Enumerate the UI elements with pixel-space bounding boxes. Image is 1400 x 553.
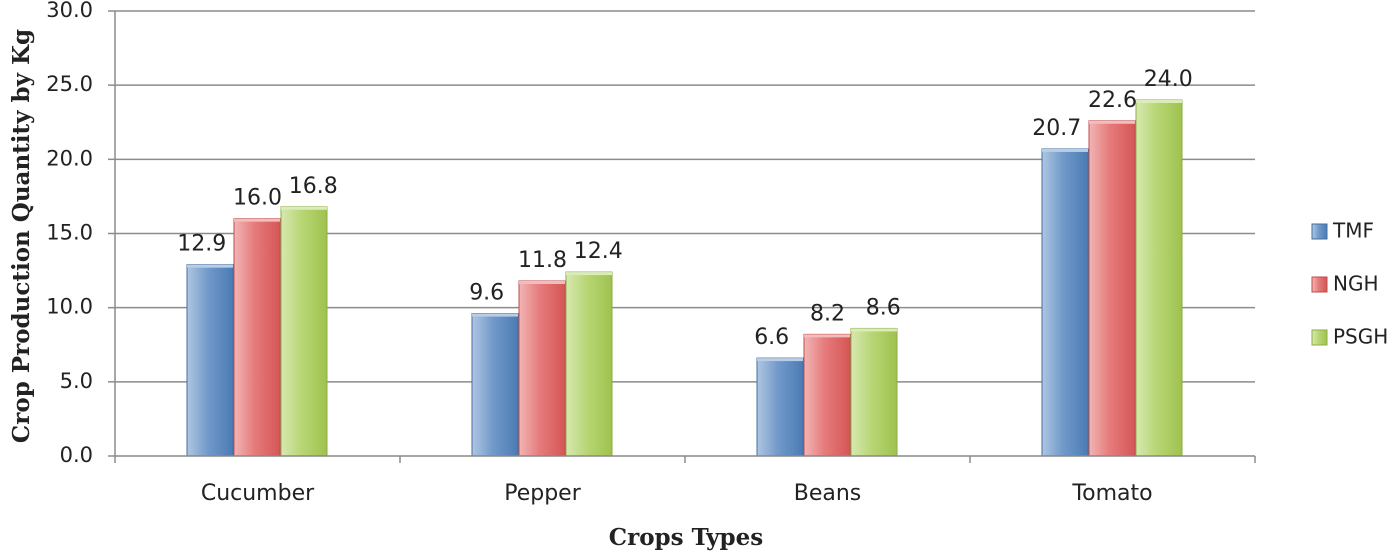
- legend-label-tmf: TMF: [1332, 219, 1374, 243]
- data-label-psgh-cucumber: 16.8: [289, 174, 338, 199]
- legend-swatch-psgh: [1311, 329, 1328, 346]
- data-label-tmf-beans: 6.6: [754, 325, 789, 350]
- data-label-psgh-beans: 8.6: [866, 295, 901, 320]
- y-tick-label: 0.0: [60, 443, 93, 467]
- legend-item-tmf: TMF: [1311, 219, 1374, 243]
- bar-cap: [519, 280, 565, 284]
- bar-psgh-pepper: [565, 271, 613, 457]
- bar-ngh-pepper: [518, 280, 566, 457]
- y-tick-label: 15.0: [46, 221, 93, 245]
- y-tick-label: 25.0: [46, 72, 93, 96]
- x-tick-label-beans: Beans: [794, 481, 862, 506]
- y-tick-label: 5.0: [60, 369, 93, 393]
- bar-tmf-tomato: [1041, 148, 1089, 457]
- y-tick-label: 20.0: [46, 146, 93, 170]
- bar-cap: [1042, 148, 1088, 152]
- bar-cap: [281, 206, 327, 210]
- bar-cap: [1136, 100, 1182, 103]
- bar-cap: [234, 218, 280, 222]
- bar-cap: [757, 358, 803, 362]
- data-label-ngh-beans: 8.2: [810, 301, 845, 326]
- data-label-tmf-tomato: 20.7: [1032, 116, 1081, 141]
- data-label-ngh-cucumber: 16.0: [233, 186, 282, 211]
- data-label-psgh-tomato: 24.0: [1144, 67, 1193, 92]
- x-tick-label-tomato: Tomato: [1071, 481, 1152, 506]
- y-tick-label: 30.0: [46, 0, 93, 22]
- x-tick-label-cucumber: Cucumber: [201, 481, 315, 506]
- bar-psgh-cucumber: [280, 206, 328, 457]
- bar-tmf-beans: [756, 357, 804, 457]
- bar-ngh-cucumber: [233, 218, 281, 457]
- bar-psgh-tomato: [1135, 99, 1183, 457]
- data-label-ngh-pepper: 11.8: [518, 248, 567, 273]
- data-labels: 12.9 16.0 16.8 9.6 11.8 12.4 6.6 8.2 8.6 20.7 22.6…: [177, 67, 1193, 350]
- y-tick-label: 10.0: [46, 295, 93, 319]
- bar-cap: [1089, 120, 1135, 124]
- legend: TMF NGH PSGH: [1311, 219, 1388, 349]
- y-axis-title: Crop Production Quantity by Kg: [8, 29, 35, 443]
- bar-cap: [472, 313, 518, 317]
- bars: [186, 99, 1183, 457]
- bar-cap: [187, 264, 233, 268]
- bar-tmf-cucumber: [186, 264, 234, 457]
- bar-tmf-pepper: [471, 313, 519, 457]
- legend-label-ngh: NGH: [1333, 272, 1379, 296]
- y-axis-ticks: 0.0 5.0 10.0 15.0 20.0 25.0 30.0: [46, 0, 116, 467]
- data-label-ngh-tomato: 22.6: [1088, 88, 1137, 113]
- data-label-tmf-cucumber: 12.9: [177, 232, 226, 257]
- legend-item-ngh: NGH: [1311, 272, 1379, 296]
- legend-swatch-tmf: [1311, 223, 1328, 240]
- legend-label-psgh: PSGH: [1333, 325, 1388, 349]
- bar-cap: [804, 334, 850, 338]
- x-axis-ticks: Cucumber Pepper Beans Tomato: [114, 456, 1256, 506]
- bar-ngh-tomato: [1088, 120, 1136, 457]
- data-label-psgh-pepper: 12.4: [574, 239, 623, 264]
- bar-psgh-beans: [850, 327, 898, 457]
- bar-ngh-beans: [803, 333, 851, 457]
- bar-cap: [851, 328, 897, 332]
- x-tick-label-pepper: Pepper: [504, 481, 581, 506]
- x-axis-title: Crops Types: [609, 524, 763, 551]
- data-label-tmf-pepper: 9.6: [469, 281, 504, 306]
- legend-item-psgh: PSGH: [1311, 325, 1388, 349]
- bar-cap: [566, 272, 612, 276]
- legend-swatch-ngh: [1311, 276, 1328, 293]
